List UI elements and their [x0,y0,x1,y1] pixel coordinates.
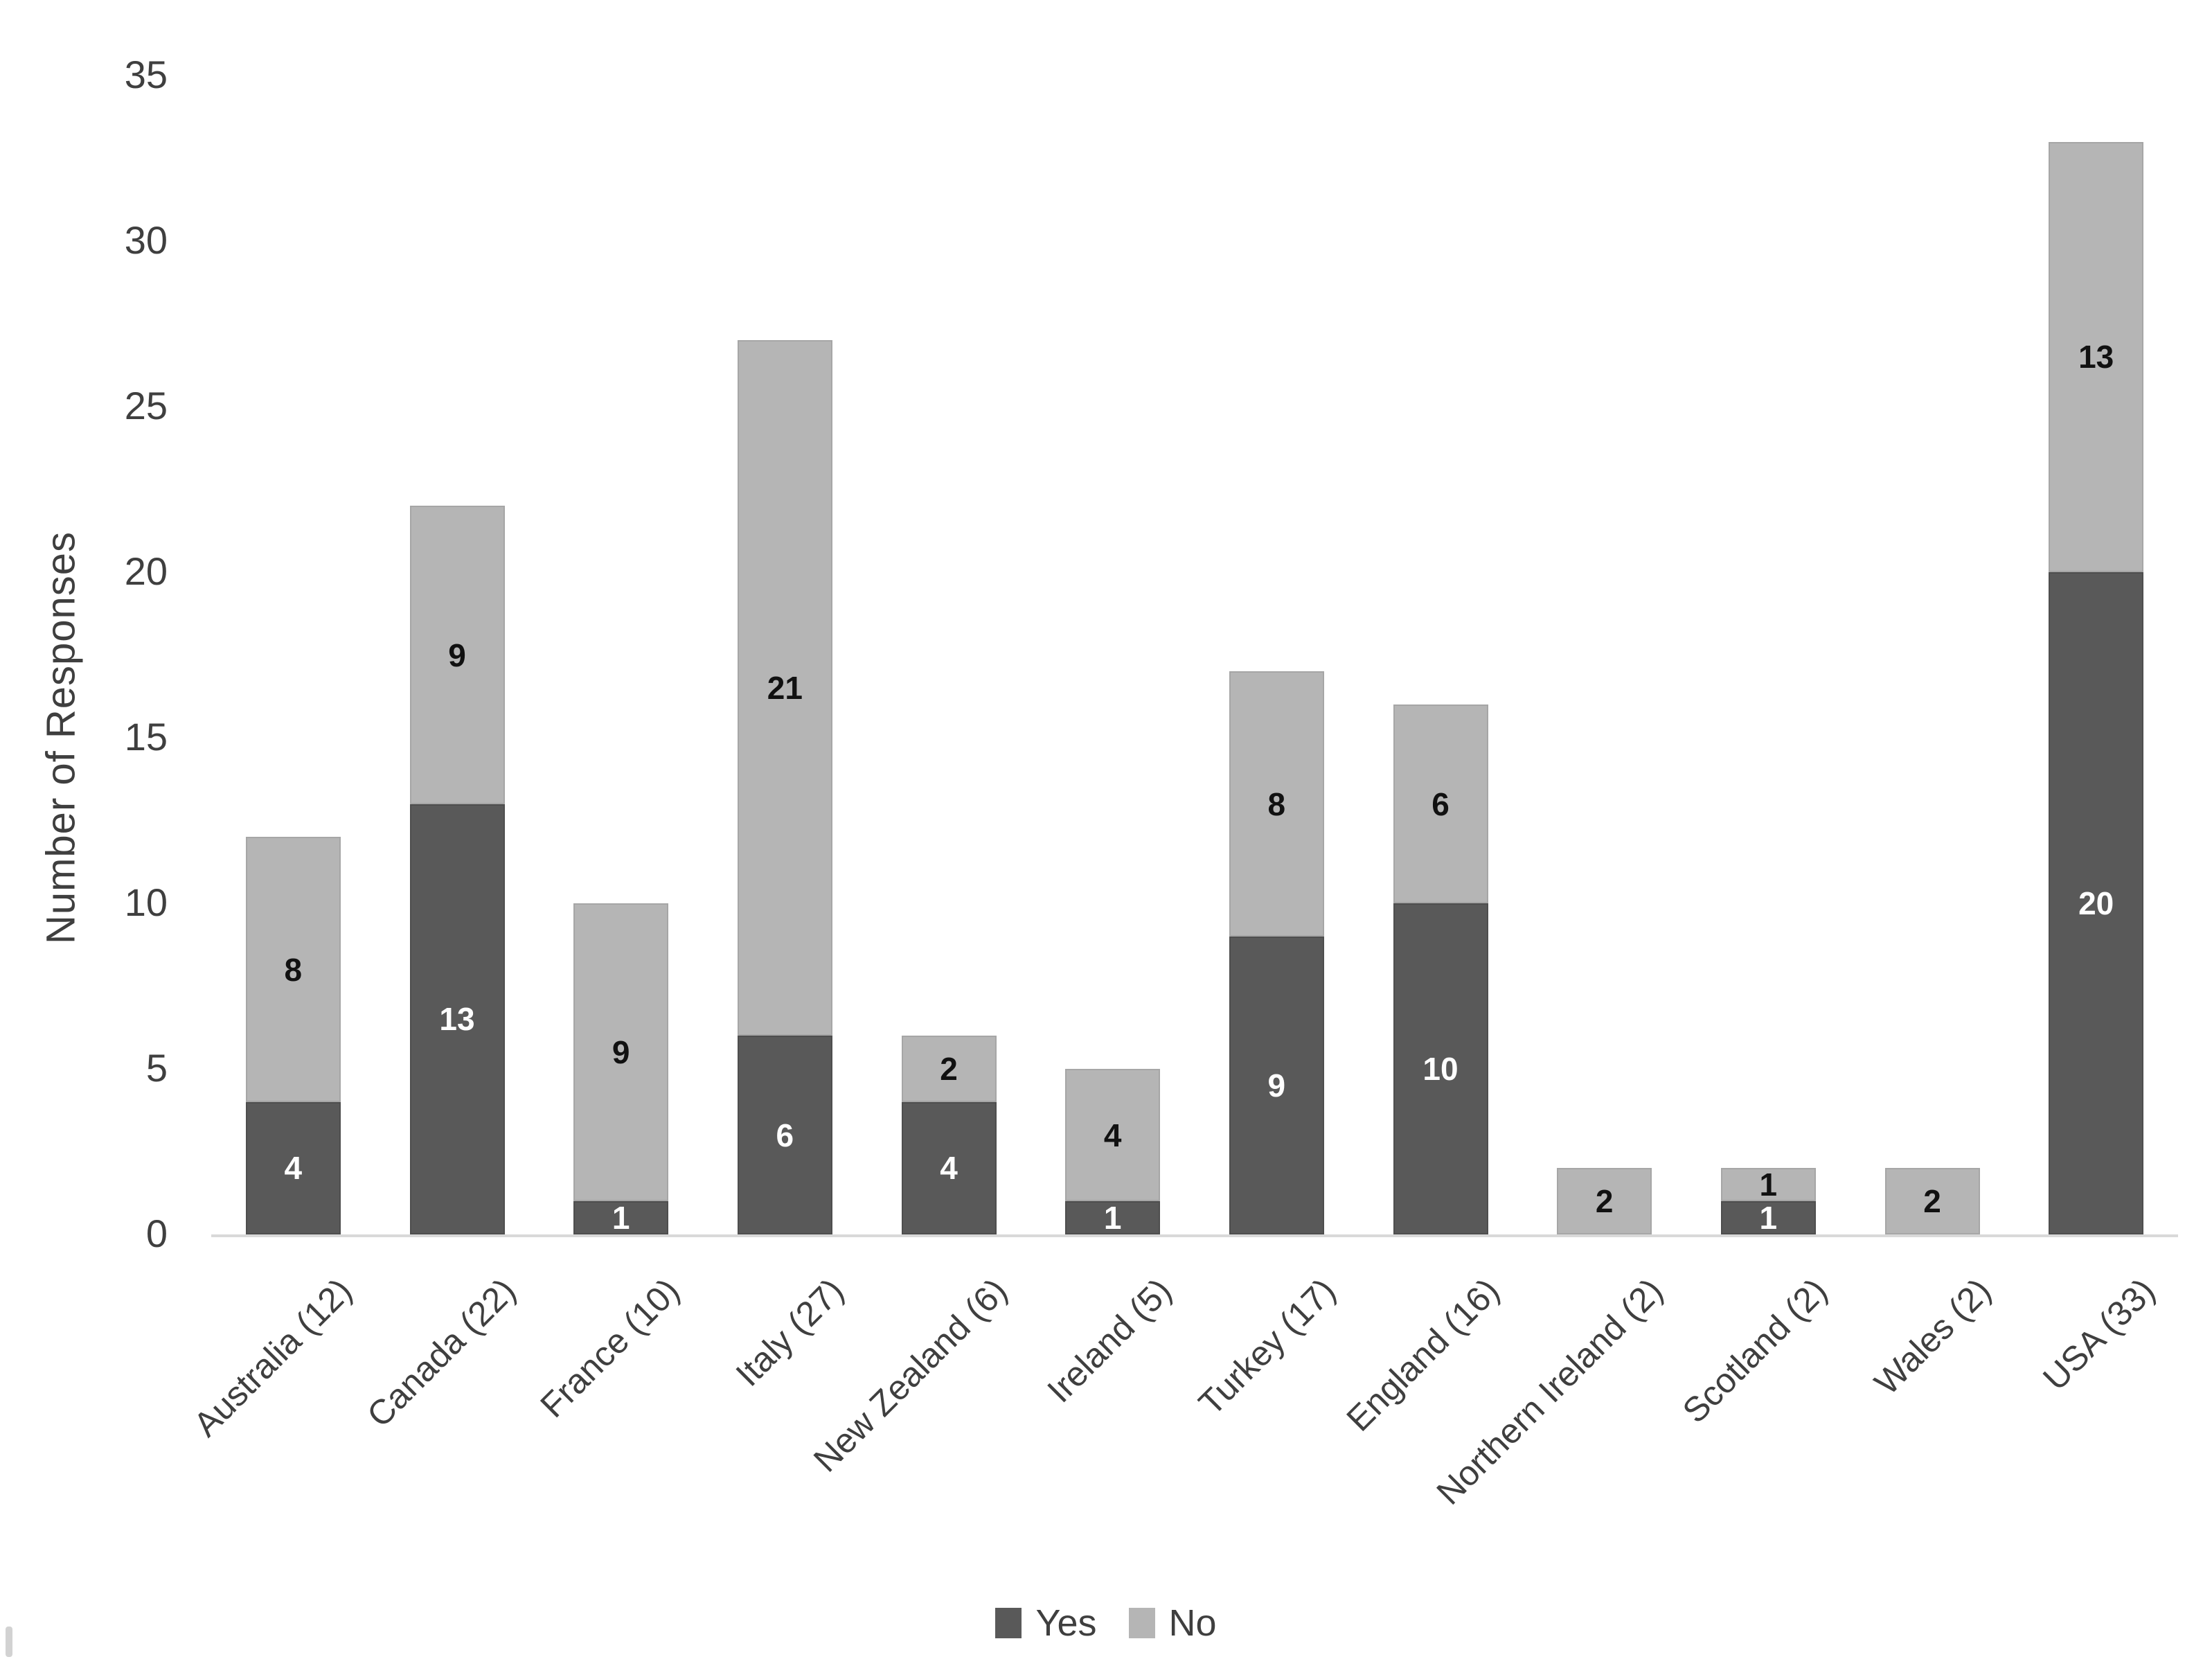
data-label-yes-france-10: 1 [612,1200,630,1237]
data-label-no-england-16: 6 [1431,786,1450,822]
bar-segment-yes-turkey-17 [1229,936,1324,1234]
y-tick-label-35: 35 [124,53,168,97]
y-tick-label-15: 15 [124,715,168,759]
bar-segment-no-england-16 [1393,704,1488,903]
data-label-no-australia-12: 8 [284,951,303,988]
bar-segment-no-turkey-17 [1229,671,1324,937]
y-tick-label-10: 10 [124,880,168,925]
legend-item-yes: Yes [995,1602,1097,1645]
data-label-yes-scotland-2: 1 [1759,1200,1778,1237]
x-axis-label-canada-22: Canada (22) [359,1270,524,1435]
data-label-yes-ireland-5: 1 [1103,1200,1122,1237]
bar-segment-yes-new-zealand-6 [901,1101,997,1234]
y-tick-label-5: 5 [145,1046,168,1090]
x-axis-label-scotland-2: Scotland (2) [1675,1270,1835,1430]
bar-segment-no-france-10 [573,903,669,1202]
bar-segment-yes-france-10 [573,1201,669,1234]
bar-segment-yes-scotland-2 [1720,1201,1816,1234]
bar-segment-no-italy-27 [737,340,832,1036]
bar-segment-no-northern-ireland-2 [1557,1168,1652,1234]
bar-segment-yes-england-16 [1393,903,1488,1234]
legend-item-no: No [1128,1602,1217,1645]
bar-segment-no-new-zealand-6 [901,1036,997,1102]
x-axis-label-ireland-5: Ireland (5) [1040,1270,1179,1410]
bar-segment-yes-usa-33 [2049,572,2144,1234]
bar-segment-no-australia-12 [245,837,341,1102]
legend-swatch-yes [995,1608,1022,1638]
data-label-no-usa-33: 13 [2078,339,2114,375]
bar-segment-yes-australia-12 [245,1101,341,1234]
bar-segment-no-canada-22 [409,506,505,804]
data-label-no-new-zealand-6: 2 [940,1051,958,1087]
scan-artifact-mark [6,1627,12,1657]
data-label-no-scotland-2: 1 [1759,1167,1778,1203]
bar-segment-yes-canada-22 [409,804,505,1234]
y-tick-label-25: 25 [124,384,168,428]
legend-swatch-no [1128,1608,1155,1638]
x-axis-label-england-16: England (16) [1339,1270,1507,1439]
bar-segment-yes-italy-27 [737,1036,832,1234]
data-label-no-italy-27: 21 [767,670,803,707]
data-label-yes-turkey-17: 9 [1267,1067,1286,1104]
x-axis-line [211,1234,2178,1237]
bar-segment-no-wales-2 [1884,1168,1980,1234]
data-label-no-ireland-5: 4 [1103,1117,1122,1153]
x-axis-label-australia-12: Australia (12) [186,1270,359,1444]
y-tick-label-0: 0 [145,1212,168,1256]
y-tick-label-30: 30 [124,218,168,263]
data-label-no-northern-ireland-2: 2 [1595,1183,1614,1220]
data-label-yes-italy-27: 6 [776,1117,794,1153]
x-axis-label-turkey-17: Turkey (17) [1190,1270,1343,1423]
x-axis-label-wales-2: Wales (2) [1866,1270,1999,1403]
data-label-no-wales-2: 2 [1923,1183,1941,1220]
data-label-yes-australia-12: 4 [284,1150,303,1187]
chart-legend: Yes No [0,1602,2212,1645]
x-axis-label-italy-27: Italy (27) [728,1270,851,1394]
data-label-no-france-10: 9 [612,1034,630,1071]
data-label-yes-usa-33: 20 [2078,885,2114,921]
data-label-yes-england-16: 10 [1422,1051,1459,1087]
legend-label-no: No [1168,1602,1217,1644]
data-label-yes-canada-22: 13 [439,1001,475,1038]
data-label-no-canada-22: 9 [448,637,466,673]
x-axis-label-usa-33: USA (33) [2035,1270,2162,1398]
bar-segment-no-usa-33 [2049,141,2144,572]
bar-segment-yes-ireland-5 [1065,1201,1161,1234]
x-axis-label-france-10: France (10) [533,1270,687,1426]
bar-segment-no-ireland-5 [1065,1069,1161,1202]
data-label-yes-new-zealand-6: 4 [940,1150,958,1187]
data-label-no-turkey-17: 8 [1267,786,1286,822]
y-tick-label-20: 20 [124,549,168,594]
bar-segment-no-scotland-2 [1720,1168,1816,1202]
legend-label-yes: Yes [1035,1602,1097,1644]
